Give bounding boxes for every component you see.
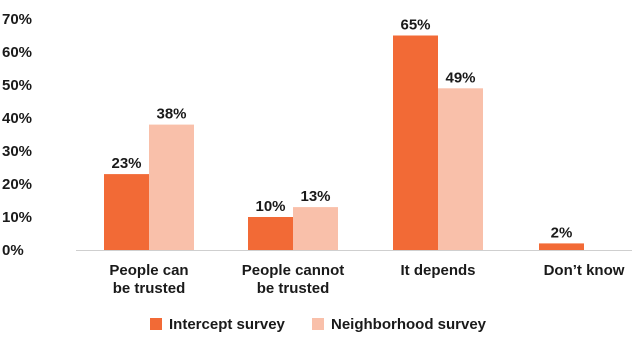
bar [539, 243, 584, 250]
legend-label: Neighborhood survey [331, 316, 487, 333]
legend: Intercept survey Neighborhood survey [150, 316, 487, 333]
bar [293, 207, 338, 250]
legend-swatch [312, 318, 324, 330]
bar [149, 124, 194, 250]
bar [248, 217, 293, 250]
data-label: 49% [445, 69, 475, 86]
y-tick-label: 30% [2, 143, 32, 160]
category-label-line: People can [109, 262, 188, 279]
y-tick-label: 60% [2, 44, 32, 61]
bars [104, 35, 584, 250]
bar [438, 88, 483, 250]
y-tick-label: 50% [2, 77, 32, 94]
category-label: Don’t know [544, 262, 625, 279]
bar [104, 174, 149, 250]
category-label: People can be trusted [109, 262, 188, 297]
category-label: It depends [400, 262, 475, 279]
y-axis: 0% 10% 20% 30% 40% 50% 60% 70% [2, 11, 32, 259]
category-label-line: People cannot [242, 262, 345, 279]
data-labels: 23% 10% 65% 2% 38% 13% 49% [111, 17, 572, 242]
data-label: 2% [551, 224, 573, 241]
data-label: 38% [156, 106, 186, 123]
data-label: 10% [255, 198, 285, 215]
data-label: 23% [111, 155, 141, 172]
category-label-line: Don’t know [544, 262, 625, 279]
y-tick-label: 40% [2, 110, 32, 127]
category-label-line: be trusted [113, 280, 186, 297]
bar [393, 35, 438, 250]
data-label: 65% [400, 17, 430, 34]
category-label: People cannot be trusted [242, 262, 345, 297]
y-tick-label: 0% [2, 242, 24, 259]
category-label-line: It depends [400, 262, 475, 279]
y-tick-label: 70% [2, 11, 32, 28]
legend-label: Intercept survey [169, 316, 286, 333]
category-label-line: be trusted [257, 280, 330, 297]
y-tick-label: 10% [2, 209, 32, 226]
data-label: 13% [300, 188, 330, 205]
y-tick-label: 20% [2, 176, 32, 193]
legend-swatch [150, 318, 162, 330]
